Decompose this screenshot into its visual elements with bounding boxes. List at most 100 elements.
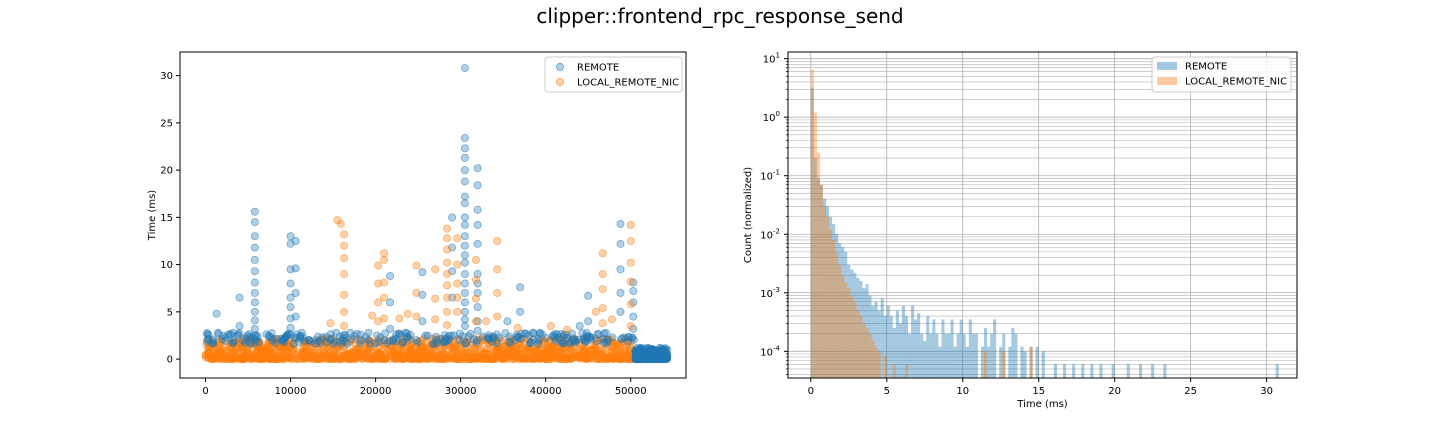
scatter-point-local bbox=[486, 350, 495, 359]
scatter-point-local bbox=[301, 344, 310, 353]
scatter-point-local bbox=[403, 353, 412, 362]
scatter-point-local bbox=[251, 350, 260, 359]
histogram-bar bbox=[819, 184, 823, 378]
scatter-point-local bbox=[416, 355, 425, 364]
scatter-point-local bbox=[400, 354, 409, 363]
scatter-point bbox=[575, 322, 584, 331]
scatter-point-local bbox=[542, 355, 551, 364]
scatter-plot: 0 10000 20000 30000 40000 50000 0 5 10 15 20 25 30 Ti… bbox=[147, 51, 687, 397]
scatter-point-local bbox=[216, 349, 225, 358]
scatter-point-local bbox=[581, 352, 590, 361]
scatter-point-local bbox=[407, 349, 416, 358]
scatter-point-local bbox=[467, 354, 476, 363]
scatter-point-local bbox=[481, 352, 490, 361]
scatter-point-local bbox=[403, 351, 412, 360]
scatter-point bbox=[443, 321, 452, 330]
scatter-point-local bbox=[487, 355, 496, 364]
scatter-point-local bbox=[349, 347, 358, 356]
scatter-point-local bbox=[579, 345, 588, 354]
scatter-point-local bbox=[504, 349, 513, 358]
scatter-point-local bbox=[368, 354, 377, 363]
scatter-point-local bbox=[409, 354, 418, 363]
scatter-point bbox=[473, 181, 482, 190]
scatter-point-local bbox=[521, 354, 530, 363]
scatter-point-local bbox=[406, 354, 415, 363]
scatter-point-local bbox=[251, 351, 260, 360]
scatter-point-local bbox=[394, 354, 403, 363]
scatter-point-local bbox=[298, 349, 307, 358]
scatter-point-local bbox=[492, 354, 501, 363]
scatter-point-local bbox=[603, 355, 612, 364]
scatter-point-local bbox=[414, 353, 423, 362]
scatter-point-local bbox=[259, 344, 268, 353]
scatter-point-remote bbox=[395, 329, 404, 338]
histogram-bar bbox=[1029, 346, 1033, 378]
scatter-point-local bbox=[576, 351, 585, 360]
scatter-point-local bbox=[220, 353, 229, 362]
scatter-point-local bbox=[319, 350, 328, 359]
legend-label: REMOTE bbox=[577, 63, 619, 74]
scatter-point-local bbox=[454, 354, 463, 363]
scatter-point-local bbox=[353, 347, 362, 356]
scatter-point-local bbox=[363, 354, 372, 363]
scatter-point-local bbox=[460, 352, 469, 361]
scatter-point-remote bbox=[376, 333, 385, 342]
scatter-point-local bbox=[256, 355, 265, 364]
scatter-point-remote bbox=[489, 332, 498, 341]
scatter-point-local bbox=[405, 350, 414, 359]
scatter-point-local bbox=[354, 350, 363, 359]
scatter-point bbox=[291, 264, 300, 273]
histogram-bar bbox=[825, 216, 830, 378]
scatter-point-local bbox=[320, 353, 329, 362]
histogram-bar bbox=[956, 333, 960, 378]
scatter-point-local bbox=[371, 354, 380, 363]
scatter-point-local bbox=[522, 347, 531, 356]
scatter-point-local bbox=[571, 349, 580, 358]
histogram-bar bbox=[938, 346, 942, 378]
scatter-point-local bbox=[607, 352, 616, 361]
scatter-point-local bbox=[417, 351, 426, 360]
scatter-point-local bbox=[566, 348, 575, 357]
scatter-point bbox=[460, 270, 469, 279]
histogram-bar bbox=[965, 346, 969, 378]
scatter-point-local bbox=[619, 353, 628, 362]
scatter-point bbox=[250, 255, 259, 264]
scatter-point-local bbox=[261, 344, 270, 353]
scatter-point-local bbox=[450, 354, 459, 363]
scatter-point bbox=[616, 307, 625, 316]
scatter-point-local bbox=[314, 355, 323, 364]
scatter-point-local bbox=[614, 351, 623, 360]
scatter-point-local bbox=[566, 355, 575, 364]
scatter-point bbox=[591, 307, 600, 316]
scatter-point-local bbox=[358, 350, 367, 359]
scatter-point-remote bbox=[586, 335, 595, 344]
scatter-point-local bbox=[439, 350, 448, 359]
scatter-point-local bbox=[486, 342, 495, 351]
scatter-point-local bbox=[447, 348, 456, 357]
scatter-point bbox=[235, 293, 244, 302]
scatter-point-local bbox=[307, 352, 316, 361]
scatter-point-local bbox=[251, 352, 260, 361]
scatter-point-local bbox=[294, 354, 303, 363]
histogram-bar bbox=[1020, 346, 1024, 378]
scatter-point-local bbox=[374, 350, 383, 359]
scatter-point bbox=[598, 319, 607, 328]
histogram-bar bbox=[1041, 351, 1045, 378]
scatter-point-local bbox=[299, 354, 308, 363]
scatter-point-local bbox=[281, 353, 290, 362]
scatter-point bbox=[250, 278, 259, 287]
scatter-point-local bbox=[397, 347, 406, 356]
scatter-point-local bbox=[250, 351, 259, 360]
scatter-point-local bbox=[564, 353, 573, 362]
scatter-point-local bbox=[275, 345, 284, 354]
scatter-point-local bbox=[590, 346, 599, 355]
histogram-bar bbox=[917, 313, 921, 378]
scatter-point-local bbox=[560, 355, 569, 364]
scatter-point-local bbox=[246, 355, 255, 364]
histogram-bar bbox=[1275, 364, 1279, 378]
histogram-bar bbox=[829, 229, 833, 378]
histogram-bar bbox=[962, 333, 966, 378]
scatter-point-local bbox=[445, 354, 454, 363]
scatter-point bbox=[340, 322, 349, 331]
scatter-point-local bbox=[583, 354, 592, 363]
